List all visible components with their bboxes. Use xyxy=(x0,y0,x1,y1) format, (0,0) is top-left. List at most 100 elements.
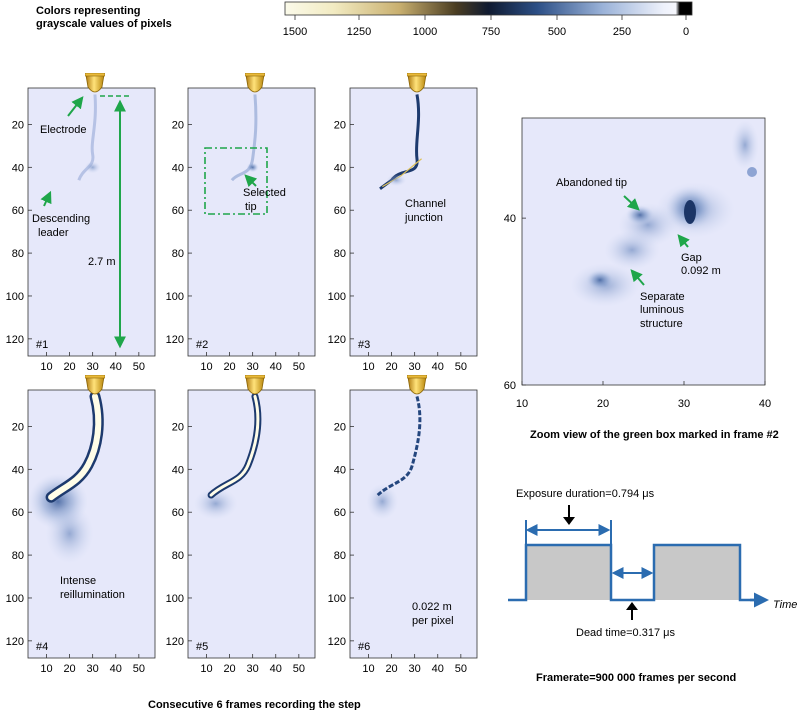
x-tick-label: 10 xyxy=(362,663,374,675)
y-tick-label: 20 xyxy=(172,119,184,131)
y-tick-label: 80 xyxy=(12,550,24,562)
frame-plot-area xyxy=(28,88,155,356)
x-tick-label: 10 xyxy=(362,361,374,373)
x-tick-label: 50 xyxy=(455,663,467,675)
y-tick-label: 40 xyxy=(334,162,346,174)
frame-panel-1: 20 40 60 80 100 120 10 20 30 40 50 #1 xyxy=(6,73,156,373)
x-tick-label: 30 xyxy=(409,663,421,675)
y-tick-label: 80 xyxy=(334,248,346,260)
separate-label-line2: luminous xyxy=(640,304,685,316)
frame-plot-area xyxy=(188,88,315,356)
exposure-bar-1 xyxy=(526,545,611,600)
y-tick-label: 40 xyxy=(172,464,184,476)
exposure-label: Exposure duration=0.794 μs xyxy=(516,488,655,500)
y-tick-label: 120 xyxy=(328,334,346,346)
gap-arrow xyxy=(677,234,690,248)
x-tick-label: 40 xyxy=(270,663,282,675)
frame-number: #4 xyxy=(36,641,48,653)
length-label: 2.7 m xyxy=(88,256,116,268)
y-tick-label: 80 xyxy=(172,550,184,562)
frame-number: #1 xyxy=(36,339,48,351)
framerate-label: Framerate=900 000 frames per second xyxy=(536,672,736,684)
frame-image xyxy=(230,94,259,182)
timing-diagram: Exposure duration=0.794 μs Time Dead tim… xyxy=(508,488,797,684)
colorbar-tick-label: 250 xyxy=(613,26,631,38)
x-tick-label: 40 xyxy=(432,663,444,675)
y-tick-label: 40 xyxy=(12,464,24,476)
abandoned-tip-arrow xyxy=(623,195,640,211)
selected-tip-box xyxy=(204,147,268,215)
time-axis-label: Time xyxy=(773,599,797,611)
separate-label-line3: structure xyxy=(640,318,683,330)
x-tick-label: 20 xyxy=(223,663,235,675)
exposure-pointer-head xyxy=(563,517,575,525)
y-tick-label: 100 xyxy=(166,291,184,303)
x-tick-label: 20 xyxy=(223,361,235,373)
y-tick-label: 80 xyxy=(334,550,346,562)
frame-panel-3: 20 40 60 80 100 120 10 20 30 40 50 #3 xyxy=(328,73,478,373)
x-tick-label: 50 xyxy=(133,663,145,675)
y-tick-label: 100 xyxy=(6,593,24,605)
x-tick-label: 30 xyxy=(87,361,99,373)
x-tick-label: 30 xyxy=(87,663,99,675)
descending-arrow xyxy=(40,190,52,207)
frame-number: #6 xyxy=(358,641,370,653)
colorbar-title-line1: Colors representing xyxy=(36,5,141,17)
intense-label-line2: reillumination xyxy=(60,589,125,601)
x-tick-label: 20 xyxy=(385,361,397,373)
selected-label-line1: Selected xyxy=(243,187,286,199)
y-tick-label: 60 xyxy=(334,507,346,519)
colorbar-tick-label: 1250 xyxy=(347,26,371,38)
frame-panel-4: 20 40 60 80 100 120 10 20 30 40 50 #4 xyxy=(6,375,156,675)
descending-label-line1: Descending xyxy=(32,213,90,225)
x-tick-label: 10 xyxy=(40,663,52,675)
frame-panel-5: 20 40 60 80 100 120 10 20 30 40 50 #5 xyxy=(166,375,316,675)
descending-label-line2: leader xyxy=(38,227,69,239)
frame-image xyxy=(366,396,422,520)
y-tick-label: 80 xyxy=(172,248,184,260)
gap-label: Gap xyxy=(681,252,702,264)
frames-caption: Consecutive 6 frames recording the step xyxy=(148,699,361,710)
colorbar: Colors representing grayscale values of … xyxy=(36,1,693,38)
x-tick-label: 40 xyxy=(110,361,122,373)
timing-pulse-line xyxy=(508,543,760,602)
channel-label-line2: junction xyxy=(404,212,443,224)
y-tick-label: 60 xyxy=(172,507,184,519)
frame-number: #5 xyxy=(196,641,208,653)
zoom-y-tick-label: 60 xyxy=(504,380,516,392)
colorbar-gradient xyxy=(284,1,693,16)
y-tick-label: 20 xyxy=(12,119,24,131)
frame-image xyxy=(379,94,422,190)
frame-grid: 20 40 60 80 100 120 10 20 30 40 50 #1 20 40 60 80 100 120… xyxy=(6,73,478,675)
x-tick-label: 20 xyxy=(385,663,397,675)
zoom-x-tick-label: 20 xyxy=(597,398,609,410)
zoom-caption: Zoom view of the green box marked in fra… xyxy=(530,429,779,441)
pixel-label-line2: per pixel xyxy=(412,615,454,627)
selected-label-line2: tip xyxy=(245,201,257,213)
zoom-x-tick-label: 30 xyxy=(678,398,690,410)
x-tick-label: 30 xyxy=(247,361,259,373)
y-tick-label: 40 xyxy=(172,162,184,174)
zoom-image xyxy=(570,120,759,307)
frame-number: #2 xyxy=(196,339,208,351)
y-tick-label: 40 xyxy=(12,162,24,174)
y-tick-label: 60 xyxy=(12,205,24,217)
y-tick-label: 120 xyxy=(6,636,24,648)
pixel-label-line1: 0.022 m xyxy=(412,601,452,613)
x-tick-label: 40 xyxy=(432,361,444,373)
x-tick-label: 50 xyxy=(133,361,145,373)
zoom-x-tick-label: 40 xyxy=(759,398,771,410)
y-tick-label: 60 xyxy=(172,205,184,217)
electrode-label: Electrode xyxy=(40,124,86,136)
y-tick-label: 100 xyxy=(166,593,184,605)
colorbar-tick-label: 500 xyxy=(548,26,566,38)
colorbar-title-line2: grayscale values of pixels xyxy=(36,18,172,30)
frame-image xyxy=(193,392,262,520)
y-tick-label: 120 xyxy=(328,636,346,648)
y-tick-label: 120 xyxy=(6,334,24,346)
y-tick-label: 20 xyxy=(172,421,184,433)
colorbar-tick-label: 1000 xyxy=(413,26,437,38)
y-tick-label: 100 xyxy=(6,291,24,303)
